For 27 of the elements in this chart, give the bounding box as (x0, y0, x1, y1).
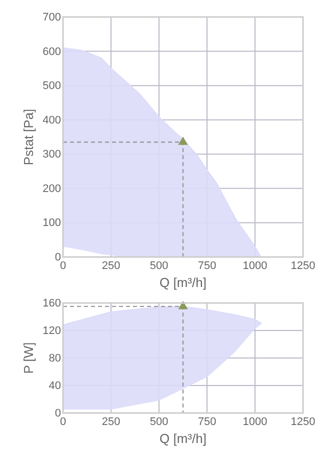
x-tick-label: 500 (150, 416, 168, 428)
x-tick-label: 750 (198, 260, 216, 272)
y-tick-label: 0 (54, 408, 61, 420)
x-axis-title: Q [m³/h] (160, 275, 206, 290)
x-tick-label: 250 (102, 416, 120, 428)
y-tick-label: 500 (42, 80, 61, 92)
y-tick-label: 80 (48, 352, 61, 365)
x-tick-label: 1250 (290, 260, 316, 272)
y-axis-title: P [W] (21, 342, 36, 374)
y-axis-title: Pstat [Pa] (21, 108, 36, 166)
x-axis-title: Q [m³/h] (160, 431, 206, 446)
y-tick-label: 700 (42, 12, 61, 24)
y-tick-label: 0 (54, 252, 61, 264)
y-tick-label: 160 (42, 298, 61, 310)
y-tick-label: 100 (42, 217, 61, 230)
x-tick-label: 250 (102, 260, 120, 272)
y-tick-label: 200 (42, 182, 61, 195)
y-tick-label: 120 (42, 325, 61, 338)
x-tick-label: 1000 (242, 260, 268, 272)
y-tick-label: 40 (48, 380, 61, 392)
y-tick-label: 600 (42, 46, 61, 58)
x-tick-label: 1000 (242, 416, 268, 428)
y-tick-label: 400 (42, 114, 61, 126)
x-tick-label: 500 (150, 260, 168, 272)
y-tick-label: 300 (42, 148, 61, 161)
x-tick-label: 750 (198, 416, 216, 428)
x-tick-label: 1250 (290, 416, 316, 428)
